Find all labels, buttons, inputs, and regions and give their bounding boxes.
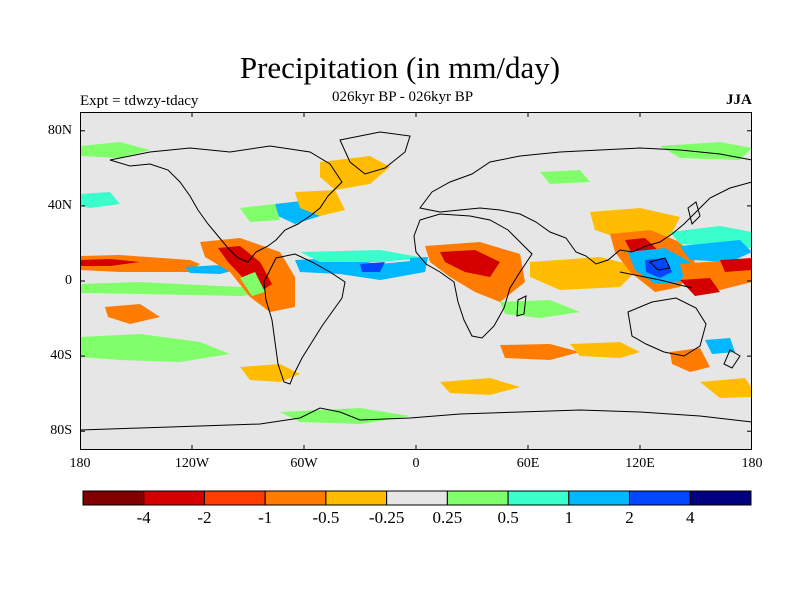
colorbar-swatch — [82, 490, 145, 506]
anomaly-patch — [300, 250, 425, 262]
anomaly-patch — [540, 170, 590, 184]
experiment-label: Expt = tdwzy-tdacy — [80, 93, 199, 109]
coastline-madagascar — [516, 295, 527, 317]
anomaly-patch — [410, 257, 428, 272]
colorbar-swatch — [143, 490, 205, 506]
x-tick-label: 60E — [516, 456, 540, 471]
colorbar-swatch — [568, 490, 631, 506]
anomaly-patch — [80, 142, 150, 158]
y-tick-label: 80S — [50, 423, 72, 438]
coastlines — [80, 131, 752, 431]
colorbar-swatch — [689, 490, 752, 506]
colorbar-swatch — [386, 490, 448, 506]
coastline-greenland — [339, 131, 411, 175]
y-tick-label: 0 — [65, 273, 72, 288]
colorbar-tick-label: 0.5 — [497, 508, 519, 527]
anomaly-patch — [240, 364, 300, 382]
map-subtitle: 026kyr BP - 026kyr BP — [332, 89, 474, 105]
y-tick-label: 40S — [50, 348, 72, 363]
colorbar-swatch — [629, 490, 691, 506]
colorbar-tick-label: -1 — [258, 508, 273, 527]
anomaly-patch — [500, 300, 580, 318]
anomaly-patch — [80, 259, 140, 266]
x-tick-label: 60W — [290, 456, 318, 471]
colorbar-tick-label: -4 — [136, 508, 151, 527]
anomaly-patch — [570, 342, 640, 358]
coastline-africa — [413, 213, 533, 339]
colorbar-swatch — [203, 490, 266, 506]
anomaly-patch — [500, 344, 580, 360]
map-title: Precipitation (in mm/day) — [239, 50, 561, 85]
colorbar-tick-label: 4 — [686, 508, 695, 527]
colorbar — [82, 490, 752, 506]
anomaly-patch — [240, 272, 265, 296]
anomaly-patch — [530, 257, 640, 290]
colorbar-swatch — [264, 490, 327, 506]
anomaly-patch — [440, 250, 500, 277]
anomaly-patch — [645, 258, 672, 278]
coastline-south-america — [263, 253, 346, 385]
anomaly-patch — [80, 192, 120, 208]
x-tick-label: 120W — [174, 456, 210, 471]
anomaly-patch — [440, 378, 520, 395]
colorbar-tick-label: 2 — [625, 508, 634, 527]
anomaly-patch — [680, 240, 752, 262]
x-tick-label: 180 — [69, 456, 91, 471]
colorbar-tick-label: 0.25 — [432, 508, 463, 527]
anomaly-field — [80, 142, 752, 424]
coastline-japan — [687, 201, 701, 225]
precipitation-map — [80, 112, 752, 450]
colorbar-tick-label: -0.25 — [368, 508, 405, 527]
colorbar-tick-label: 1 — [564, 508, 574, 527]
x-tick-label: 120E — [625, 456, 655, 471]
anomaly-patch — [295, 190, 345, 216]
colorbar-swatch — [325, 490, 388, 506]
anomaly-patch — [700, 378, 752, 398]
anomaly-patch — [320, 156, 390, 190]
anomaly-patch — [105, 304, 160, 324]
coastline-eurasia — [419, 147, 752, 265]
anomaly-patch — [705, 338, 735, 354]
y-tick-label: 40N — [47, 198, 72, 213]
anomaly-patch — [295, 258, 425, 280]
coastline-australia — [627, 297, 707, 357]
x-tick-label: 180 — [741, 456, 763, 471]
y-tick-label: 80N — [47, 123, 72, 138]
map-ticks — [80, 112, 752, 450]
anomaly-patch — [360, 262, 385, 272]
anomaly-patch — [240, 204, 280, 222]
anomaly-patch — [670, 348, 710, 372]
coastline-north-america — [109, 145, 343, 263]
colorbar-tick-label: -2 — [197, 508, 212, 527]
anomaly-patch — [80, 334, 230, 362]
anomaly-patch — [80, 282, 280, 296]
coastline-indonesia — [619, 257, 693, 289]
season-label: JJA — [726, 92, 752, 108]
colorbar-swatch — [507, 490, 570, 506]
anomaly-patch — [680, 278, 720, 296]
anomaly-patch — [720, 258, 752, 272]
colorbar-swatch — [446, 490, 509, 506]
x-tick-label: 0 — [412, 456, 420, 471]
coastline-new-zealand — [723, 349, 741, 369]
coastline-antarctica — [80, 407, 752, 431]
colorbar-tick-label: -0.5 — [312, 508, 340, 527]
map-background — [80, 112, 752, 450]
